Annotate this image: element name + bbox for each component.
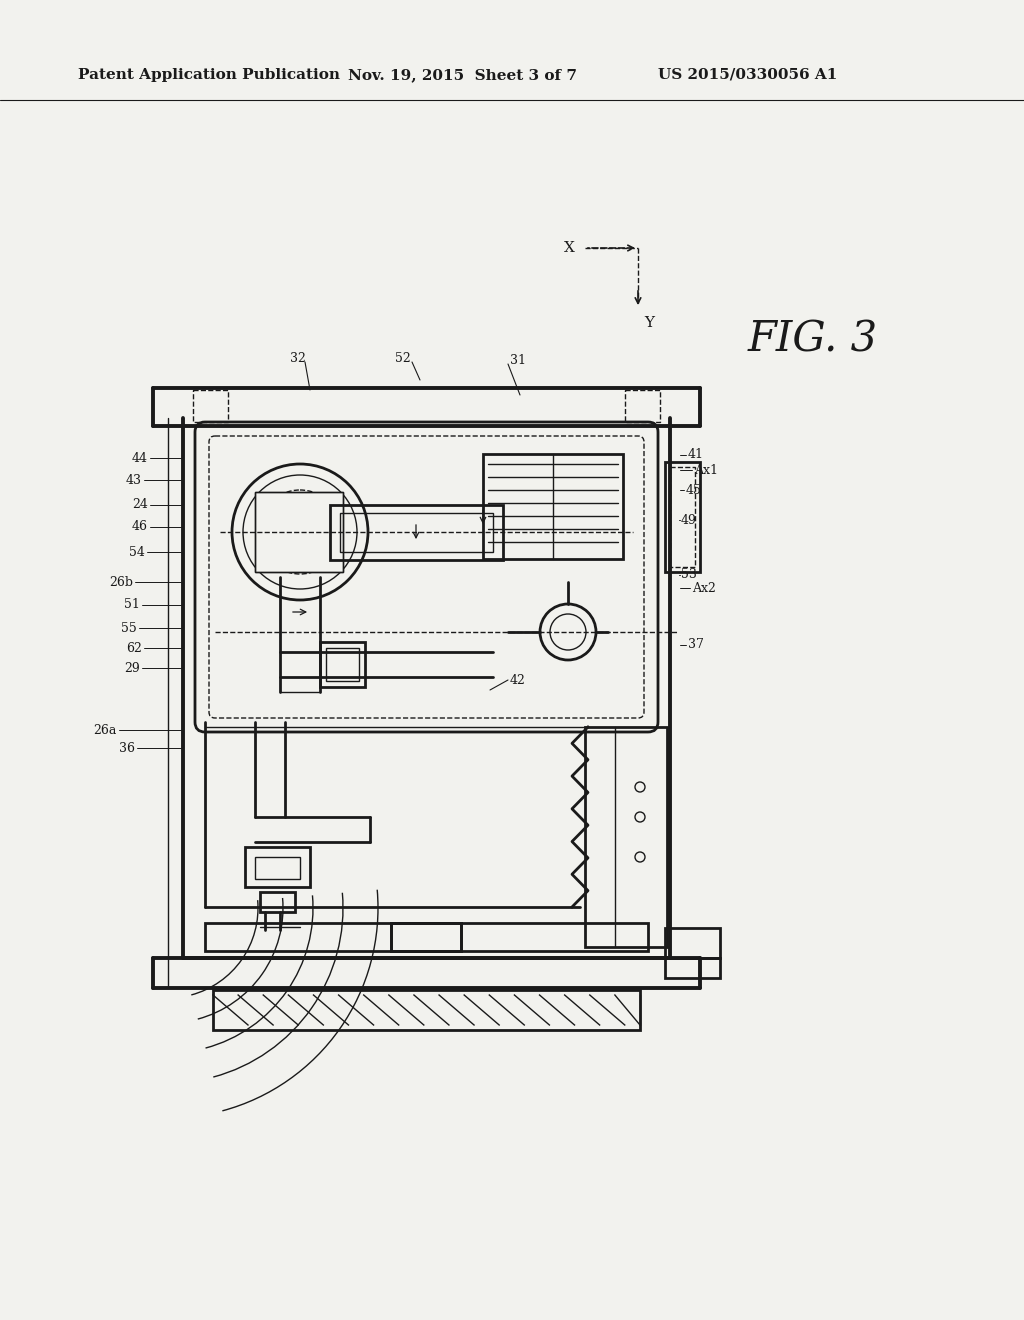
- Bar: [245, 847, 310, 887]
- Text: 45: 45: [686, 483, 701, 496]
- Bar: [585, 727, 667, 946]
- Bar: [260, 892, 295, 912]
- Text: 29: 29: [124, 661, 140, 675]
- Bar: [483, 454, 623, 558]
- Text: X: X: [564, 242, 575, 255]
- Bar: [193, 389, 228, 422]
- Text: 51: 51: [124, 598, 140, 611]
- Text: Y: Y: [644, 315, 654, 330]
- Bar: [255, 857, 300, 879]
- Text: 43: 43: [126, 474, 142, 487]
- Text: 24: 24: [132, 499, 148, 511]
- Bar: [213, 990, 640, 1030]
- Bar: [665, 928, 720, 958]
- Bar: [670, 467, 695, 568]
- Bar: [255, 492, 343, 572]
- Bar: [330, 506, 503, 560]
- Text: 55: 55: [121, 622, 137, 635]
- Bar: [319, 642, 365, 686]
- Text: FIG. 3: FIG. 3: [748, 319, 879, 360]
- Text: 62: 62: [126, 642, 142, 655]
- Text: 37: 37: [688, 639, 703, 652]
- Bar: [391, 923, 461, 950]
- Bar: [340, 513, 493, 552]
- Text: 42: 42: [510, 673, 526, 686]
- Bar: [391, 923, 461, 950]
- Text: 52: 52: [395, 351, 411, 364]
- Bar: [326, 648, 359, 681]
- Bar: [625, 389, 660, 422]
- Text: Patent Application Publication: Patent Application Publication: [78, 69, 340, 82]
- Bar: [665, 462, 700, 572]
- Text: 31: 31: [510, 354, 526, 367]
- Text: 46: 46: [132, 520, 148, 533]
- Bar: [665, 958, 720, 978]
- Text: Nov. 19, 2015  Sheet 3 of 7: Nov. 19, 2015 Sheet 3 of 7: [348, 69, 577, 82]
- Text: 26a: 26a: [93, 723, 117, 737]
- Text: 36: 36: [119, 742, 135, 755]
- Bar: [255, 492, 343, 572]
- Bar: [205, 923, 648, 950]
- Text: US 2015/0330056 A1: US 2015/0330056 A1: [658, 69, 838, 82]
- Text: 54: 54: [129, 545, 145, 558]
- Text: 49: 49: [681, 513, 697, 527]
- Text: 26b: 26b: [109, 576, 133, 589]
- Text: Ax2: Ax2: [692, 582, 716, 594]
- Text: 41: 41: [688, 449, 705, 462]
- Circle shape: [292, 524, 308, 540]
- Text: 44: 44: [132, 451, 148, 465]
- Text: 53: 53: [681, 569, 697, 582]
- Text: 32: 32: [290, 351, 306, 364]
- Text: Ax1: Ax1: [694, 463, 718, 477]
